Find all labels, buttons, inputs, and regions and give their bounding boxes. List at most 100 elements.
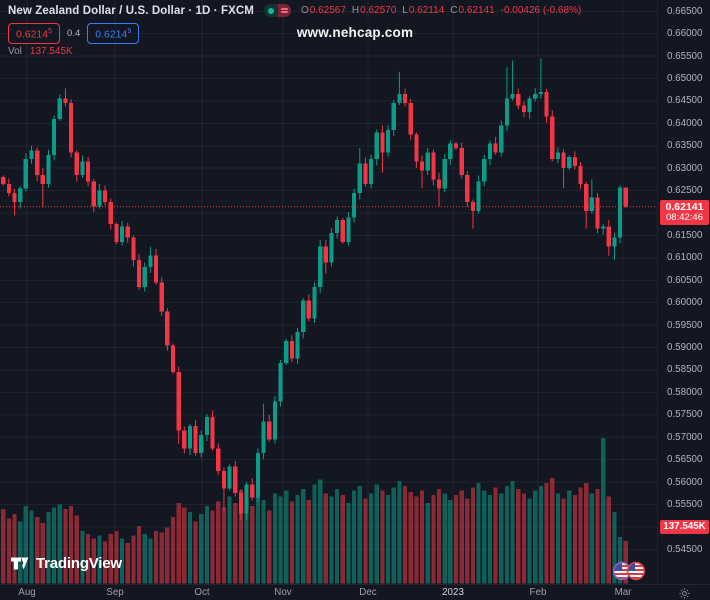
spread-value: 0.4 (67, 27, 81, 39)
price-axis[interactable]: 0.62141 08:42:46 137.545K 0.66500 0.66000… (657, 0, 710, 584)
usd-flag-icon (628, 563, 644, 579)
candle-up (46, 154, 51, 184)
last-price-value: 0.62141 (665, 200, 704, 213)
candle-up (312, 287, 317, 319)
time-axis-label-sep: Sep (106, 587, 124, 598)
volume-value: 137.545K (29, 46, 73, 57)
volume-bar (499, 493, 504, 584)
candle-down (114, 224, 119, 243)
candle-down (595, 197, 600, 229)
candle-down (250, 484, 255, 498)
volume-bar (80, 530, 85, 584)
volume-bar (431, 495, 436, 584)
volume-bar (108, 533, 113, 584)
volume-bar (97, 535, 102, 584)
volume-bar (267, 510, 272, 584)
candle-up (80, 161, 85, 175)
volume-bar (419, 490, 425, 584)
volume-bar (125, 543, 130, 584)
volume-bar (23, 506, 28, 584)
chart-canvas[interactable] (0, 0, 657, 584)
candle-up (119, 226, 125, 243)
candle-up (261, 421, 266, 453)
candle-up (318, 246, 323, 288)
price-axis-label: 0.62500 (667, 185, 703, 197)
volume-bar (193, 521, 198, 584)
volume-bar (612, 512, 617, 584)
volume-bar (204, 506, 210, 584)
candle-down (470, 201, 476, 211)
candle-down (459, 148, 464, 175)
volume-bar (414, 496, 419, 584)
volume-bar (397, 481, 402, 584)
sell-bid-button[interactable]: 0.62145 (8, 23, 61, 44)
candle-up (142, 266, 147, 288)
settings-gear-icon[interactable] (679, 586, 690, 600)
volume-bar (408, 492, 413, 584)
volume-bar (63, 509, 68, 584)
time-axis-label-2023: 2023 (442, 587, 464, 598)
candle-down (606, 226, 611, 247)
tradingview-logo-icon (11, 557, 29, 570)
volume-bar (69, 506, 74, 584)
volume-bar (165, 527, 170, 584)
toggle-on-icon (263, 4, 278, 17)
candle-up (227, 466, 232, 489)
time-axis[interactable]: Aug Sep Oct Nov Dec 2023 Feb Mar (0, 584, 710, 600)
volume-bar (46, 512, 51, 584)
volume-label: Vol (8, 46, 22, 57)
candle-up (97, 190, 102, 207)
price-axis-label: 0.57500 (667, 409, 703, 421)
candle-up (425, 152, 430, 171)
candle-up (329, 233, 334, 263)
price-axis-label: 0.63000 (667, 162, 703, 174)
candle-up (255, 452, 260, 498)
volume-bar (369, 493, 374, 584)
candle-down (363, 163, 368, 184)
volume-bar (233, 502, 238, 584)
volume-bar (578, 487, 583, 584)
tradingview-logo[interactable]: TradingView (10, 554, 122, 573)
volume-bar (255, 495, 260, 584)
volume-bar (572, 495, 577, 584)
volume-bar (516, 488, 521, 584)
volume-bar (363, 498, 368, 584)
price-axis-label: 0.54500 (667, 543, 703, 555)
volume-bar (618, 537, 623, 584)
candle-up (148, 255, 153, 267)
candle-down (165, 311, 170, 346)
candle-down (340, 219, 345, 243)
candle-up (538, 91, 543, 95)
price-axis-label: 0.61500 (667, 229, 703, 241)
volume-bar (385, 495, 391, 584)
volume-bar (301, 488, 306, 584)
time-axis-label-oct: Oct (194, 587, 210, 598)
buy-sell-toggle[interactable] (263, 4, 291, 17)
candle-down (623, 187, 628, 207)
volume-bar (131, 535, 136, 584)
candle-down (493, 143, 498, 153)
bar-countdown: 08:42:46 (666, 211, 703, 223)
volume-badge: 137.545K (660, 519, 709, 534)
candle-down (159, 282, 164, 312)
price-axis-label: 0.60000 (667, 297, 703, 309)
volume-bar (487, 495, 493, 584)
volume-bar (159, 532, 164, 584)
candle-up (527, 98, 532, 113)
volume-bar (374, 484, 379, 584)
candle-up (589, 197, 594, 211)
candle-down (35, 150, 40, 175)
candle-up (397, 94, 402, 104)
candle-down (572, 156, 577, 166)
price-axis-label: 0.60500 (667, 274, 703, 286)
volume-bar (391, 487, 396, 584)
volume-bar (533, 490, 538, 584)
candle-down (414, 134, 419, 162)
candle-down (561, 152, 566, 169)
open-label: O (300, 5, 309, 16)
volume-bar (199, 513, 204, 584)
volume-bar (261, 499, 266, 584)
buy-ask-button[interactable]: 0.62149 (87, 23, 140, 44)
candle-down (233, 466, 238, 494)
volume-bar (114, 530, 119, 584)
